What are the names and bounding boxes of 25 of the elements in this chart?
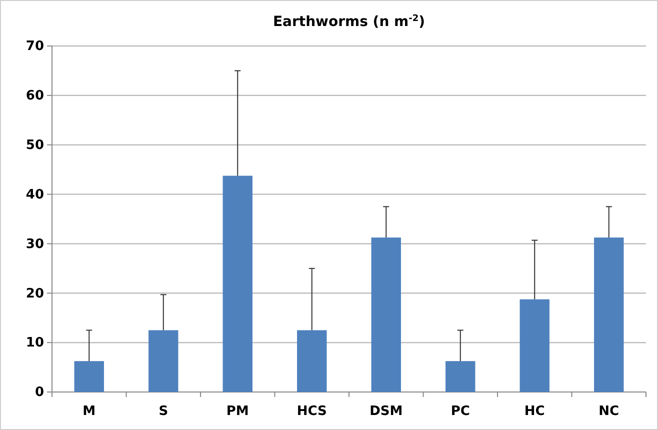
x-tick-label: M — [82, 404, 96, 420]
bar — [520, 299, 550, 392]
x-tick-label: DSM — [370, 404, 403, 420]
y-tick-label: 60 — [26, 88, 44, 104]
x-tick-label: PC — [450, 404, 470, 420]
y-tick-label: 0 — [34, 385, 44, 400]
bar — [222, 176, 252, 392]
x-tick-label: HCS — [296, 404, 327, 420]
bar — [446, 361, 476, 392]
y-tick-label: 10 — [26, 336, 44, 351]
x-tick-label: S — [158, 404, 168, 420]
bar — [148, 330, 178, 392]
y-tick-label: 30 — [26, 236, 44, 252]
y-tick-label: 40 — [26, 187, 44, 202]
bar — [297, 330, 327, 392]
bar — [594, 238, 624, 392]
bar — [371, 238, 401, 392]
bar — [74, 361, 104, 392]
y-tick-label: 70 — [26, 39, 44, 54]
chart-title: Earthworms (n m$^{-2}$) — [272, 14, 426, 30]
x-tick-label: NC — [598, 404, 620, 420]
y-tick-label: 50 — [26, 138, 44, 154]
y-tick-label: 20 — [26, 286, 44, 302]
x-tick-label: PM — [226, 404, 249, 420]
x-tick-label: HC — [524, 404, 545, 420]
